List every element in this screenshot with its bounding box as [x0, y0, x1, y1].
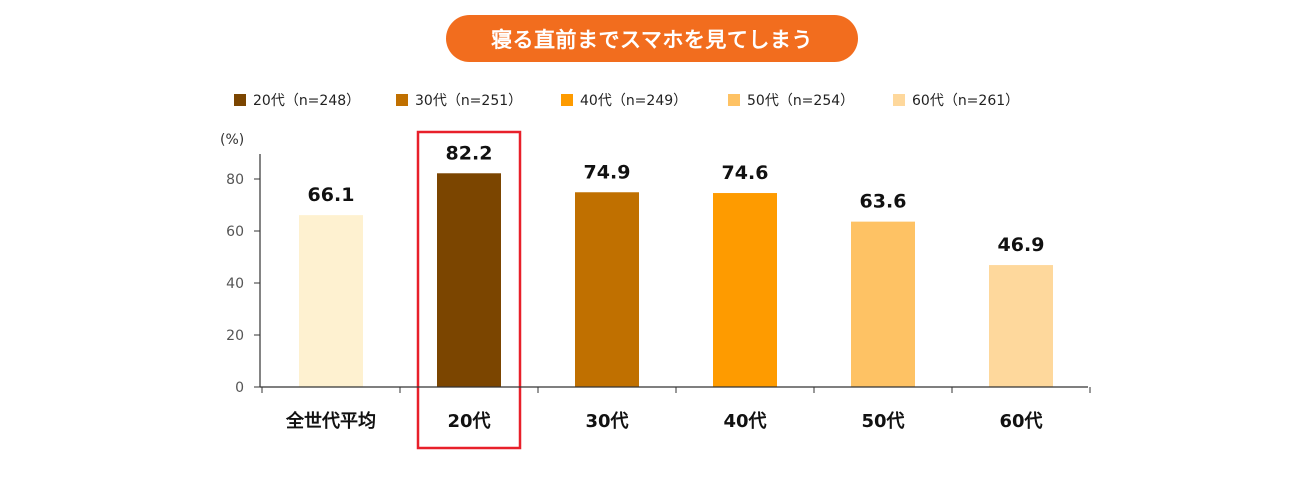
bar — [989, 265, 1053, 387]
y-axis-unit: (%) — [220, 132, 244, 148]
y-tick-label: 60 — [226, 224, 244, 240]
x-tick-label: 60代 — [999, 411, 1042, 432]
bar — [851, 221, 915, 387]
y-axis: 0 20 40 60 80 — [226, 172, 260, 396]
axes — [259, 154, 1091, 393]
data-label: 63.6 — [860, 191, 907, 213]
bar — [437, 173, 501, 387]
legend-label: 60代（n=261） — [912, 93, 1020, 109]
x-tick-label: 20代 — [447, 411, 490, 432]
data-label: 82.2 — [446, 142, 493, 164]
y-tick-label: 80 — [226, 172, 244, 188]
legend-swatch — [728, 94, 740, 106]
legend-label: 40代（n=249） — [580, 93, 688, 109]
legend-swatch — [893, 94, 905, 106]
legend-label: 20代（n=248） — [253, 93, 361, 109]
bars: 66.1 82.2 74.9 74.6 63.6 46.9 — [299, 142, 1053, 387]
x-tick-label: 30代 — [585, 411, 628, 432]
highlight-box — [416, 130, 522, 450]
legend-swatch — [234, 94, 246, 106]
x-tick-label: 全世代平均 — [285, 410, 376, 432]
legend-item-40s: 40代（n=249） — [561, 90, 687, 110]
legend-swatch — [396, 94, 408, 106]
y-tick-label: 0 — [235, 380, 244, 396]
legend: 20代（n=248） 30代（n=251） 40代（n=249） 50代（n=2… — [0, 90, 1300, 112]
legend-label: 30代（n=251） — [415, 93, 523, 109]
x-axis-labels: 全世代平均 20代 30代 40代 50代 60代 — [285, 130, 1043, 450]
legend-item-50s: 50代（n=254） — [728, 90, 854, 110]
legend-item-20s: 20代（n=248） — [234, 90, 360, 110]
data-label: 74.9 — [584, 161, 631, 183]
legend-label: 50代（n=254） — [747, 93, 855, 109]
chart-title: 寝る直前までスマホを見てしまう — [446, 15, 858, 62]
legend-item-60s: 60代（n=261） — [893, 90, 1019, 110]
legend-item-30s: 30代（n=251） — [396, 90, 522, 110]
bar — [713, 193, 777, 387]
data-label: 46.9 — [998, 234, 1045, 256]
y-tick-label: 20 — [226, 328, 244, 344]
x-tick-label: 40代 — [723, 411, 766, 432]
bar — [299, 215, 363, 387]
data-label: 74.6 — [722, 162, 769, 184]
x-tick-label: 50代 — [861, 411, 904, 432]
y-tick-label: 40 — [226, 276, 244, 292]
legend-swatch — [561, 94, 573, 106]
bar — [575, 192, 639, 387]
data-label: 66.1 — [308, 184, 355, 206]
